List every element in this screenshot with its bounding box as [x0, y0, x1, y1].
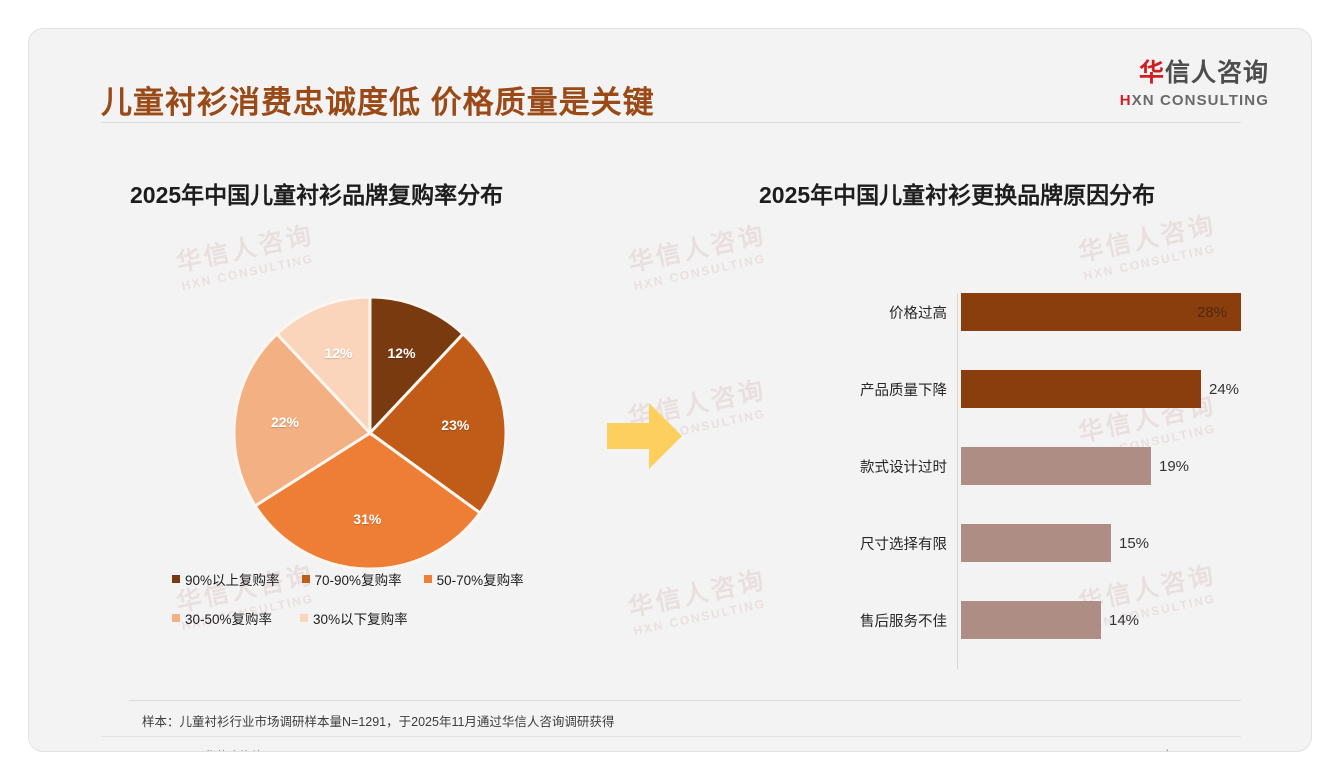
legend-item[interactable]: 30-50%复购率	[172, 608, 272, 628]
watermark: 华信人咨询 HXN CONSULTING	[1076, 210, 1223, 284]
bar-category-label: 价格过高	[889, 305, 947, 322]
bar-category-label: 尺寸选择有限	[860, 536, 947, 553]
bar-fill[interactable]	[961, 601, 1101, 639]
pie-chart-svg	[234, 297, 506, 569]
bar-fill[interactable]	[961, 293, 1241, 331]
bar-value-label: 19%	[1159, 457, 1190, 475]
bar-value-label: 15%	[1119, 534, 1150, 552]
source-note: 样本：儿童衬衫行业市场调研样本量N=1291，于2025年11月通过华信人咨询调…	[142, 715, 615, 729]
pie-slice-label: 23%	[441, 416, 470, 433]
website-text: www.hxrcon.com	[1137, 747, 1228, 751]
legend-label: 90%以上复购率	[185, 573, 280, 588]
bar-track: 24%	[961, 370, 1289, 408]
page-title: 儿童衬衫消费忠诚度低 价格质量是关键	[101, 85, 655, 120]
flow-arrow-icon	[607, 401, 683, 476]
bar-row: 尺寸选择有限 15%	[829, 524, 1289, 562]
arrow-right-icon	[607, 403, 682, 469]
legend-item[interactable]: 50-70%复购率	[423, 569, 524, 589]
legend-swatch	[172, 575, 180, 583]
watermark: 华信人咨询 HXN CONSULTING	[626, 220, 773, 294]
brand-logo: 华信人咨询 HXN CONSULTING	[1120, 61, 1269, 109]
legend-swatch	[301, 575, 310, 583]
watermark: 华信人咨询 HXN CONSULTING	[626, 565, 773, 639]
pie-slice	[253, 431, 483, 569]
bar-fill[interactable]	[961, 370, 1201, 408]
legend-swatch	[172, 614, 180, 622]
logo-chinese: 华信人咨询	[1120, 61, 1269, 86]
pie-slice-label: 12%	[387, 345, 416, 362]
logo-english-rest: XN CONSULTING	[1131, 92, 1269, 109]
pie-chart-title: 2025年中国儿童衬衫品牌复购率分布	[130, 182, 504, 208]
pie-slice	[368, 297, 466, 437]
pie-chart: 12% 23% 31% 22% 12%	[234, 297, 506, 569]
footer-divider	[101, 736, 1241, 737]
bar-track: 28%	[961, 293, 1289, 331]
legend-label: 30-50%复购率	[185, 612, 273, 627]
legend-label: 30%以下复购率	[313, 612, 408, 627]
bar-fill[interactable]	[961, 524, 1111, 562]
slide-card: 儿童衬衫消费忠诚度低 价格质量是关键 华信人咨询 HXN CONSULTING …	[29, 29, 1311, 751]
bar-chart-title: 2025年中国儿童衬衫更换品牌原因分布	[759, 182, 1156, 208]
bar-track: 15%	[961, 524, 1289, 562]
legend-row: 30-50%复购率 30%以下复购率	[172, 608, 592, 628]
legend-swatch	[423, 575, 432, 583]
bar-row: 价格过高 28%	[829, 293, 1289, 331]
pie-chart-legend: 90%以上复购率 70-90%复购率 50-70%复购率 30-50%复购率 30%以下…	[172, 569, 592, 647]
pie-slice	[274, 297, 372, 437]
pie-slice-label: 12%	[324, 345, 353, 362]
bar-chart: 价格过高 28% 产品质量下降 24% 款式设计过时 19% 尺寸选择有限 15% 售后服务不佳…	[829, 293, 1289, 669]
watermark-line1: 华信人咨询	[1075, 210, 1219, 268]
pie-slice	[234, 331, 373, 508]
footnote-divider	[129, 700, 1241, 701]
watermark: 华信人咨询 HXN CONSULTING	[174, 220, 321, 294]
bar-row: 产品质量下降 24%	[829, 370, 1289, 408]
bar-value-label: 24%	[1209, 380, 1240, 398]
bar-track: 14%	[961, 601, 1289, 639]
watermark-line1: 华信人咨询	[173, 220, 317, 278]
watermark-line2: HXN CONSULTING	[632, 251, 768, 294]
copyright-text: ©2026.1 HXR华信人咨询	[130, 747, 264, 751]
legend-label: 70-90%复购率	[314, 573, 402, 588]
bar-value-label: 14%	[1109, 611, 1140, 629]
legend-label: 50-70%复购率	[436, 573, 524, 588]
bar-category-label: 售后服务不佳	[860, 613, 947, 630]
watermark-line1: 华信人咨询	[625, 220, 769, 278]
bar-category-label: 产品质量下降	[860, 382, 947, 399]
legend-item[interactable]: 30%以下复购率	[300, 608, 408, 628]
watermark-line2: HXN CONSULTING	[180, 251, 316, 294]
pie-slice	[367, 331, 506, 516]
pie-slice-label: 22%	[270, 414, 299, 431]
bar-row: 售后服务不佳 14%	[829, 601, 1289, 639]
legend-row: 90%以上复购率 70-90%复购率 50-70%复购率	[172, 569, 592, 589]
bar-value-label: 28%	[1197, 303, 1228, 321]
watermark-line2: HXN CONSULTING	[632, 596, 768, 639]
logo-chinese-accent: 华	[1138, 59, 1165, 87]
watermark-line2: HXN CONSULTING	[1082, 241, 1218, 284]
watermark-line1: 华信人咨询	[625, 565, 769, 623]
logo-english: HXN CONSULTING	[1120, 93, 1269, 108]
bar-track: 19%	[961, 447, 1289, 485]
bar-chart-axis	[957, 293, 958, 669]
pie-slice-label: 31%	[353, 510, 382, 527]
legend-item[interactable]: 90%以上复购率	[172, 569, 280, 589]
bar-row: 款式设计过时 19%	[829, 447, 1289, 485]
legend-item[interactable]: 70-90%复购率	[301, 569, 402, 589]
bar-category-label: 款式设计过时	[860, 459, 947, 476]
bar-fill[interactable]	[961, 447, 1151, 485]
logo-chinese-rest: 信人咨询	[1164, 59, 1269, 87]
legend-swatch	[300, 614, 309, 622]
header-divider	[101, 122, 1241, 123]
logo-english-accent: H	[1119, 92, 1132, 109]
